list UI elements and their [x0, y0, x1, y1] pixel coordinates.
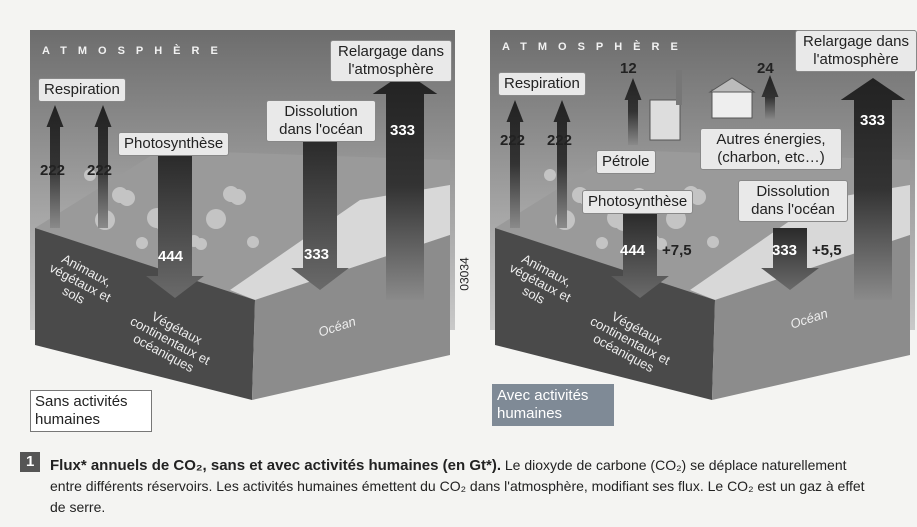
flux-value: 222 — [500, 132, 525, 150]
autres-energies-label: Autres énergies, (charbon, etc…) — [700, 128, 842, 170]
flux-value: 444 — [158, 248, 183, 266]
flux-value: +7,5 — [662, 242, 692, 260]
flux-value: 222 — [547, 132, 572, 150]
figure-number: 1 — [26, 453, 34, 471]
flux-value: 333 — [390, 122, 415, 140]
dissolution-label: Dissolution dans l'océan — [266, 100, 376, 142]
power-plant — [712, 90, 752, 118]
photosynthese-label: Photosynthèse — [118, 132, 229, 156]
tree — [206, 209, 226, 229]
photosynthese-label: Photosynthèse — [582, 190, 693, 214]
atmosphere-label: ATMOSPHÈRE — [502, 38, 689, 56]
flux-value: 333 — [860, 112, 885, 130]
flux-value: 222 — [40, 162, 65, 180]
petrole-label: Pétrole — [596, 150, 656, 174]
flux-value: 24 — [757, 60, 774, 78]
scenario-label: Avec activités humaines — [492, 384, 614, 426]
caption: Flux* annuels de CO₂, sans et avec activ… — [50, 455, 880, 518]
tree — [112, 187, 128, 203]
scenario-label: Sans activités humaines — [30, 390, 152, 432]
relargage-label: Relargage dans l'atmosphère — [330, 40, 452, 82]
tree — [223, 186, 239, 202]
flux-value: 444 — [620, 242, 645, 260]
figure-code: 03034 — [456, 257, 474, 290]
tree — [136, 237, 148, 249]
flux-value: +5,5 — [812, 242, 842, 260]
tree — [544, 169, 556, 181]
respiration-label: Respiration — [498, 72, 586, 96]
flux-value: 222 — [87, 162, 112, 180]
tree — [707, 236, 719, 248]
dissolution-label: Dissolution dans l'océan — [738, 180, 848, 222]
refinery — [650, 100, 680, 140]
chimney — [676, 70, 682, 105]
relargage-label: Relargage dans l'atmosphère — [795, 30, 917, 72]
atmosphere-label: ATMOSPHÈRE — [42, 42, 229, 60]
respiration-label: Respiration — [38, 78, 126, 102]
flux-value: 333 — [304, 246, 329, 264]
flux-value: 12 — [620, 60, 637, 78]
page: ATMOSPHÈRE Respiration 222 222 Photosynt… — [0, 0, 917, 527]
tree — [596, 237, 608, 249]
tree — [247, 236, 259, 248]
caption-title: Flux* annuels de CO₂, sans et avec activ… — [50, 457, 501, 474]
flux-value: 333 — [772, 242, 797, 260]
